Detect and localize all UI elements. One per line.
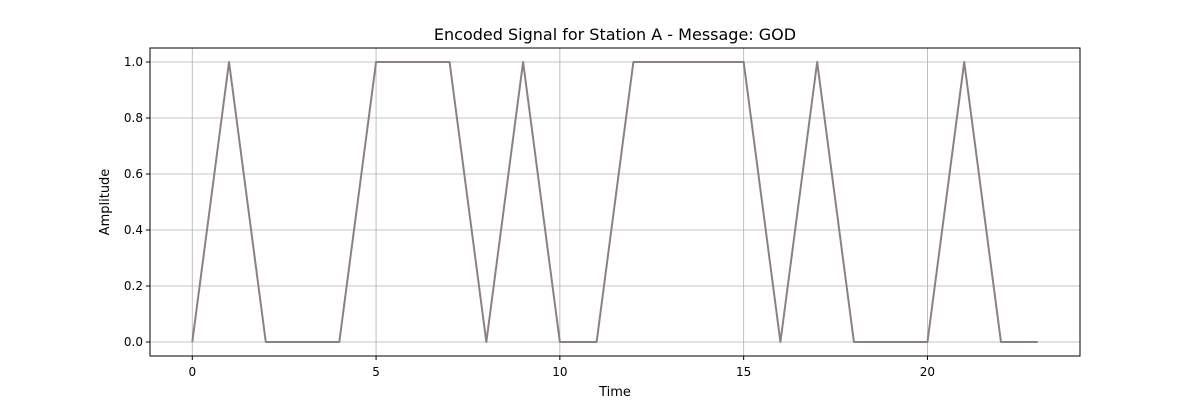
- series-layer: [192, 62, 1038, 342]
- y-tick-label: 0.2: [124, 279, 143, 293]
- x-tick-label: 0: [188, 365, 196, 379]
- y-tick-label: 1.0: [124, 55, 143, 69]
- x-tick-label: 15: [736, 365, 751, 379]
- chart-title: Encoded Signal for Station A - Message: …: [434, 25, 796, 44]
- x-tick-label: 10: [552, 365, 567, 379]
- y-tick-label: 0.8: [124, 111, 143, 125]
- x-axis: 0 5 10 15 20: [188, 356, 935, 379]
- x-tick-label: 20: [920, 365, 935, 379]
- y-tick-label: 0.0: [124, 335, 143, 349]
- y-axis: 0.0 0.2 0.4 0.6 0.8 1.0: [124, 55, 150, 349]
- y-axis-label: Amplitude: [98, 169, 113, 236]
- x-tick-label: 5: [372, 365, 380, 379]
- y-tick-label: 0.6: [124, 167, 143, 181]
- x-axis-label: Time: [598, 385, 631, 400]
- signal-series-line: [192, 62, 1037, 342]
- y-tick-label: 0.4: [124, 223, 143, 237]
